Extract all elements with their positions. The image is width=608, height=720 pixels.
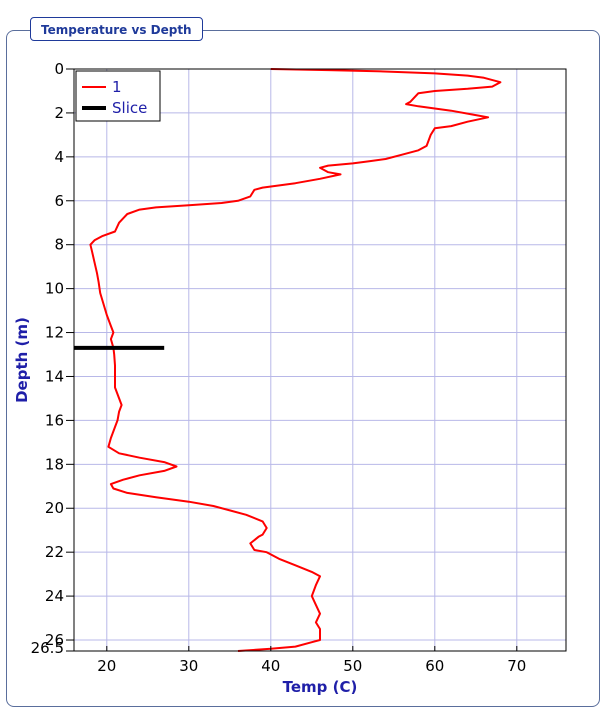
y-tick-label: 26.5 — [31, 639, 64, 657]
series-layer — [74, 68, 502, 652]
y-tick-label: 14 — [45, 367, 64, 385]
legend: 1 Slice — [75, 70, 161, 122]
y-tick-label: 2 — [54, 104, 64, 122]
x-tick-label: 30 — [179, 657, 198, 675]
plot-frame — [73, 68, 567, 652]
panel-title: Temperature vs Depth — [30, 17, 203, 41]
y-axis-title: Depth (m) — [13, 317, 31, 403]
x-tick-label: 40 — [261, 657, 280, 675]
y-tick-label: 6 — [54, 192, 64, 210]
y-tick-label: 26 — [45, 631, 64, 649]
x-tick-label: 60 — [425, 657, 444, 675]
y-tick-label: 24 — [45, 587, 64, 605]
x-axis-title: Temp (C) — [283, 678, 358, 696]
legend-label-slice: Slice — [112, 99, 147, 117]
legend-label-series-1: 1 — [112, 78, 122, 96]
y-tick-label: 10 — [45, 280, 64, 298]
x-tick-label: 50 — [343, 657, 362, 675]
y-tick-label: 12 — [45, 324, 64, 342]
y-tick-label: 8 — [54, 236, 64, 254]
x-tick-label: 20 — [97, 657, 116, 675]
y-tick-label: 0 — [54, 60, 64, 78]
chart-panel — [6, 30, 600, 707]
legend-box — [75, 70, 161, 122]
x-tick-label: 70 — [507, 657, 526, 675]
grid — [74, 69, 566, 651]
y-tick-label: 4 — [54, 148, 64, 166]
y-tick-label: 18 — [45, 455, 64, 473]
y-tick-label: 22 — [45, 543, 64, 561]
y-tick-label: 16 — [45, 411, 64, 429]
y-tick-label: 20 — [45, 499, 64, 517]
series-1-line — [89, 68, 502, 652]
